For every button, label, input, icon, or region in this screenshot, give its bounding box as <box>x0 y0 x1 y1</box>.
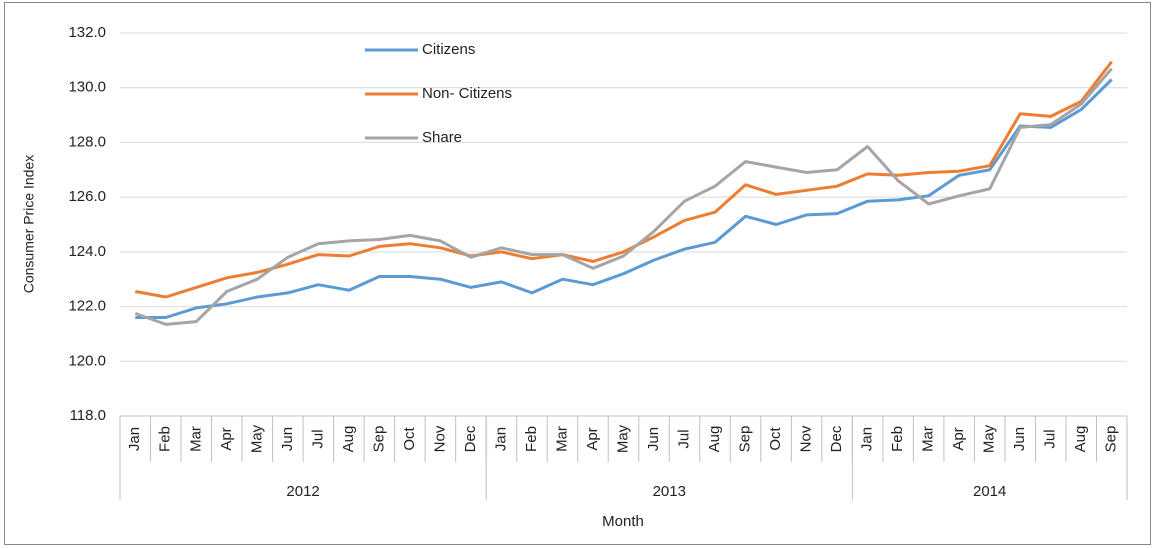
x-tick-label: Dec <box>828 425 845 452</box>
x-tick-label: Sep <box>1103 426 1120 453</box>
x-tick-label: Aug <box>706 426 723 453</box>
x-tick-label: Jun <box>279 427 296 451</box>
legend-label: Share <box>422 129 462 146</box>
x-tick-label: Mar <box>920 426 937 452</box>
x-tick-label: Sep <box>737 426 754 453</box>
x-tick-label: Oct <box>401 427 418 451</box>
series-line <box>134 67 1113 326</box>
x-tick-label: Apr <box>218 427 235 450</box>
series-line <box>135 60 1113 299</box>
legend-label: Citizens <box>422 41 475 58</box>
x-tick-label: Dec <box>462 425 479 452</box>
x-tick-label: Feb <box>157 426 174 452</box>
x-tick-label: May <box>614 424 631 453</box>
y-tick-label: 120.0 <box>68 352 106 369</box>
y-tick-label: 130.0 <box>68 79 106 96</box>
x-tick-label: Jun <box>1011 427 1028 451</box>
y-tick-label: 122.0 <box>68 298 106 315</box>
y-axis-label: Consumer Price Index <box>21 155 37 294</box>
series-line <box>135 78 1113 319</box>
x-tick-label: Jan <box>492 427 509 451</box>
x-tick-label: Mar <box>553 426 570 452</box>
x-tick-label: Jun <box>645 427 662 451</box>
group-label: 2014 <box>973 483 1006 500</box>
x-tick-label: Mar <box>187 426 204 452</box>
group-label: 2012 <box>286 483 319 500</box>
chart-border <box>4 2 1151 545</box>
y-tick-label: 132.0 <box>68 24 106 41</box>
x-tick-label: May <box>248 424 265 453</box>
x-tick-label: Feb <box>523 426 540 452</box>
x-tick-label: Aug <box>340 426 357 453</box>
x-tick-label: Feb <box>889 426 906 452</box>
x-tick-label: Nov <box>431 425 448 452</box>
x-tick-label: Jan <box>126 427 143 451</box>
x-tick-label: Aug <box>1072 426 1089 453</box>
x-tick-label: May <box>981 424 998 453</box>
legend-label: Non- Citizens <box>422 85 512 102</box>
y-tick-label: 128.0 <box>68 133 106 150</box>
y-tick-label: 124.0 <box>68 243 106 260</box>
x-tick-label: Jul <box>1042 429 1059 448</box>
x-tick-label: Sep <box>370 426 387 453</box>
group-label: 2013 <box>653 483 686 500</box>
x-tick-label: Apr <box>584 427 601 450</box>
y-tick-label: 126.0 <box>68 188 106 205</box>
x-tick-label: Apr <box>950 427 967 450</box>
x-tick-label: Jul <box>309 429 326 448</box>
x-tick-label: Nov <box>798 425 815 452</box>
x-axis-label: Month <box>602 513 644 530</box>
y-tick-label: 118.0 <box>70 407 106 424</box>
x-tick-label: Jan <box>859 427 876 451</box>
x-tick-label: Jul <box>675 429 692 448</box>
x-tick-label: Oct <box>767 427 784 451</box>
